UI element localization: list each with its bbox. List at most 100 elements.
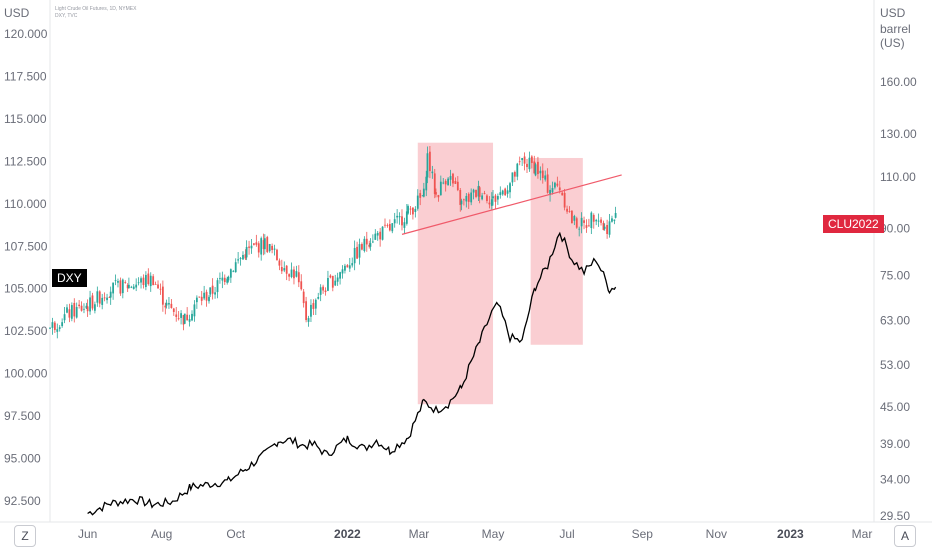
candle-body xyxy=(147,273,150,285)
trendline xyxy=(401,174,622,235)
candle-body xyxy=(280,266,283,272)
candle-body xyxy=(161,286,164,305)
auto-scale-button[interactable]: A xyxy=(894,525,916,547)
candle-body xyxy=(573,216,576,221)
candle-body xyxy=(388,224,391,231)
candle-body xyxy=(590,212,593,229)
candle-body xyxy=(182,315,185,325)
candle-body xyxy=(568,211,571,212)
legend-line-1: Light Crude Oil Futures, 1D, NYMEX xyxy=(55,6,137,12)
candle-body xyxy=(435,192,437,195)
candle-body xyxy=(127,284,130,289)
x-tick-label: Jul xyxy=(559,527,574,541)
candle-body xyxy=(336,277,339,282)
candle-body xyxy=(310,304,312,317)
candle-body xyxy=(405,211,408,224)
right-tick-label: 130.00 xyxy=(880,127,917,141)
candle-body xyxy=(221,277,224,281)
candle-body xyxy=(509,183,511,193)
candle-body xyxy=(89,297,91,312)
candle-body xyxy=(193,304,196,317)
candle-body xyxy=(583,220,585,223)
right-tick-label: 110.00 xyxy=(880,170,916,184)
candle-body xyxy=(49,327,51,329)
candle-body xyxy=(608,221,611,235)
candle-body xyxy=(324,290,327,293)
candle-body xyxy=(481,195,483,200)
right-tick-label: 53.00 xyxy=(880,358,910,372)
candle-body xyxy=(164,305,167,308)
x-tick-label: Aug xyxy=(151,527,172,541)
candle-body xyxy=(351,263,354,266)
candle-body xyxy=(209,287,212,295)
candle-body xyxy=(478,187,481,197)
candle-body xyxy=(523,156,526,164)
candle-body xyxy=(537,161,539,175)
candle-body xyxy=(356,246,358,259)
right-tick-label: 34.00 xyxy=(880,472,910,486)
candle-body xyxy=(483,193,486,194)
left-scale-button[interactable]: Z xyxy=(14,525,36,547)
candle-body xyxy=(198,296,201,298)
candle-body xyxy=(101,297,104,305)
candle-body xyxy=(85,305,88,309)
candle-body xyxy=(414,208,417,212)
candle-body xyxy=(490,199,493,206)
left-tick-label: 112.500 xyxy=(4,154,47,168)
candle-body xyxy=(444,180,447,185)
candle-body xyxy=(425,176,428,191)
candle-body xyxy=(80,305,83,311)
left-axis-unit: USD xyxy=(4,6,30,20)
candle-body xyxy=(142,277,145,285)
candle-body xyxy=(521,158,524,161)
candle-body xyxy=(297,272,300,283)
left-tick-label: 100.000 xyxy=(4,367,48,381)
right-axis-unit-sub: barrel (US) xyxy=(880,22,911,50)
candle-body xyxy=(546,174,549,193)
candle-body xyxy=(94,304,96,311)
highlight-box xyxy=(530,157,583,345)
x-tick-label: 2022 xyxy=(334,527,361,541)
candle-body xyxy=(186,314,189,321)
candle-body xyxy=(117,281,119,283)
candle-body xyxy=(132,286,135,289)
candle-body xyxy=(374,233,377,240)
x-axis: Jun Aug Oct 2022 Mar May Jul Sep Nov 2023 Mar xyxy=(78,527,872,541)
candle-body xyxy=(56,329,59,332)
candle-body xyxy=(588,225,590,227)
candle-body xyxy=(344,265,346,271)
candle-body xyxy=(421,195,424,197)
candle-body xyxy=(447,178,450,186)
candle-body xyxy=(530,156,533,163)
candle-body xyxy=(283,268,286,271)
candle-body xyxy=(288,274,291,277)
candle-body xyxy=(533,161,536,174)
candle-body xyxy=(322,286,324,291)
x-tick-label: Jun xyxy=(78,527,97,541)
candle-body xyxy=(511,172,514,183)
trendline-layer xyxy=(401,174,622,235)
x-tick-label: Mar xyxy=(409,527,430,541)
candle-body xyxy=(170,303,173,308)
candle-body xyxy=(526,163,528,168)
candle-body xyxy=(566,208,568,212)
candle-body xyxy=(595,219,598,222)
candle-body xyxy=(239,258,242,259)
candle-body xyxy=(63,314,66,321)
candle-body xyxy=(195,297,198,303)
candle-body xyxy=(260,238,263,255)
left-tick-label: 105.000 xyxy=(4,282,48,296)
candle-body xyxy=(409,208,412,210)
candle-body xyxy=(558,187,561,191)
candle-body xyxy=(439,181,442,196)
candle-body xyxy=(109,291,112,298)
candle-body xyxy=(396,215,399,218)
x-tick-label: Sep xyxy=(632,527,654,541)
right-tick-label: 29.50 xyxy=(880,509,910,523)
candle-body xyxy=(456,181,459,191)
candle-body xyxy=(475,189,477,197)
candle-body xyxy=(331,275,334,288)
candle-body xyxy=(229,269,232,278)
x-tick-label: Oct xyxy=(226,527,245,541)
